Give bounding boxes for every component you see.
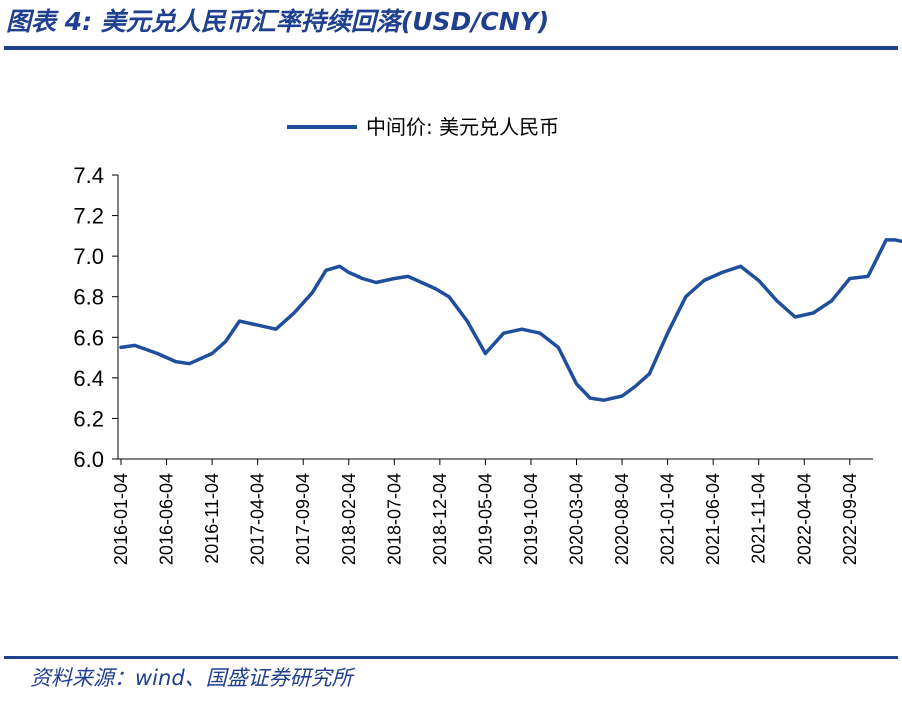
y-axis: 6.0 6.2 6.4 6.6 6.8 7.0 7.2 7.4 <box>73 163 119 472</box>
x-tick-label: 2020-03-04 <box>567 473 587 565</box>
y-tick-label: 7.0 <box>73 244 104 269</box>
y-tick-label: 7.2 <box>73 204 104 229</box>
x-tick-label: 2016-11-04 <box>202 473 222 564</box>
x-tick-label: 2016-01-04 <box>111 473 131 565</box>
x-axis: 2016-01-04 2016-06-04 2016-11-04 2017-04-04… <box>111 458 873 565</box>
y-tick-label: 6.0 <box>73 447 104 472</box>
x-tick-label: 2018-02-04 <box>339 473 359 565</box>
x-tick-label: 2017-04-04 <box>248 473 268 565</box>
x-tick-label: 2018-12-04 <box>430 473 450 565</box>
figure-title: 图表 4: 美元兑人民币汇率持续回落(USD/CNY) <box>6 7 550 36</box>
x-tick-label: 2019-05-04 <box>475 473 495 565</box>
x-tick-label: 2018-07-04 <box>384 473 404 565</box>
y-tick-label: 6.4 <box>73 366 104 391</box>
x-tick-label: 2019-10-04 <box>521 473 541 565</box>
y-tick-label: 6.2 <box>73 406 104 431</box>
x-tick-label: 2017-09-04 <box>293 473 313 565</box>
legend-label: 中间价: 美元兑人民币 <box>366 115 559 139</box>
legend: 中间价: 美元兑人民币 <box>287 115 559 139</box>
y-tick-label: 6.6 <box>73 325 104 350</box>
x-tick-label: 2016-06-04 <box>157 473 177 565</box>
source-note: 资料来源：wind、国盛证券研究所 <box>30 666 353 690</box>
x-tick-label: 2022-09-04 <box>840 473 860 565</box>
x-tick-label: 2021-06-04 <box>703 473 723 565</box>
x-tick-label: 2021-01-04 <box>658 473 678 565</box>
title-rule <box>4 46 898 50</box>
series-line <box>119 238 902 402</box>
footer-rule <box>4 656 898 659</box>
y-tick-label: 6.8 <box>73 285 104 310</box>
y-tick-label: 7.4 <box>73 163 104 188</box>
x-tick-label: 2020-08-04 <box>612 473 632 565</box>
x-tick-label: 2021-11-04 <box>749 473 769 564</box>
plot-area <box>119 238 902 402</box>
x-tick-label: 2022-04-04 <box>794 473 814 565</box>
